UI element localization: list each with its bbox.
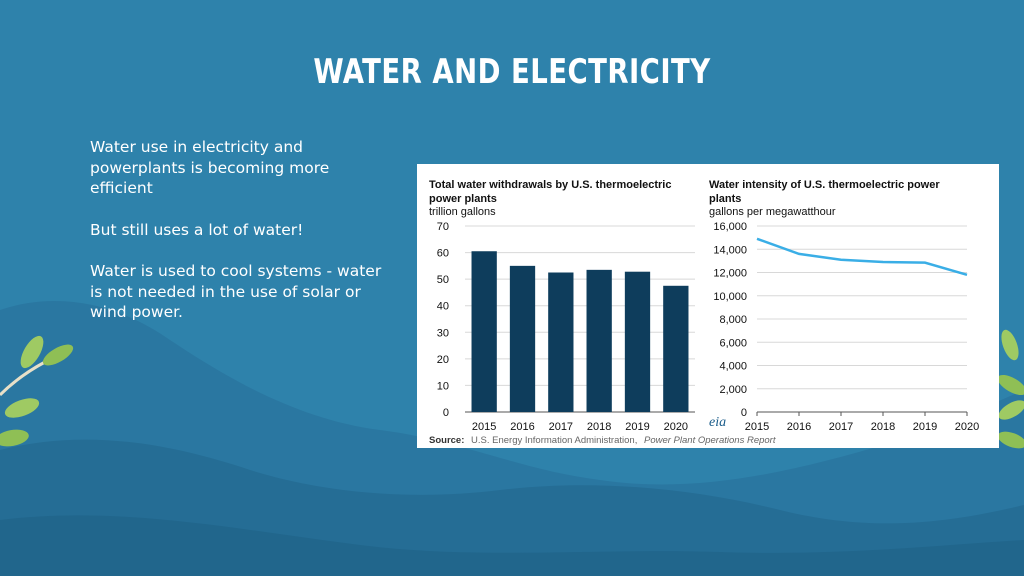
bar-2020 xyxy=(663,285,689,412)
line-y-tick-label: 10,000 xyxy=(713,291,747,303)
bar-2015 xyxy=(471,251,497,412)
line-chart-y-ticks: 0 2,000 4,000 6,000 8,000 10,000 12,000 14,000 1… xyxy=(713,221,747,419)
line-x-tick-label: 2019 xyxy=(913,421,937,433)
bar-y-tick-label: 70 xyxy=(437,221,449,233)
bar-y-tick-label: 10 xyxy=(437,380,449,392)
line-y-tick-label: 8,000 xyxy=(719,314,747,326)
bar-y-tick-label: 0 xyxy=(443,407,449,419)
source-label: Source: xyxy=(429,435,464,446)
paragraph-cooling: Water is used to cool systems - water is… xyxy=(90,262,382,321)
slide-title: WATER AND ELECTRICITY xyxy=(313,52,711,92)
line-chart-grid xyxy=(757,225,967,413)
wave-front xyxy=(0,515,1024,576)
bar-y-tick-label: 40 xyxy=(437,301,449,313)
bar-x-tick-label: 2015 xyxy=(472,421,496,433)
line-chart-units: gallons per megawatthour xyxy=(709,206,836,218)
bar-2016 xyxy=(509,265,536,412)
line-chart-title-line1: Water intensity of U.S. thermoelectric p… xyxy=(709,179,940,191)
bar-chart-y-ticks: 0 10 20 30 40 50 60 70 xyxy=(437,221,449,419)
line-y-tick-label: 0 xyxy=(741,407,747,419)
right-leaf-branch xyxy=(997,329,1024,449)
line-x-tick-label: 2020 xyxy=(955,421,979,433)
eia-logo: eia xyxy=(709,415,726,430)
paragraph-still-uses: But still uses a lot of water! xyxy=(90,220,304,239)
bar-y-tick-label: 50 xyxy=(437,274,449,286)
left-leaf-branch xyxy=(0,335,74,447)
bar-chart-bars xyxy=(471,251,689,412)
line-y-tick-label: 14,000 xyxy=(713,244,747,256)
bar-x-tick-label: 2019 xyxy=(625,421,649,433)
bar-chart-x-ticks: 2015 2016 2017 2018 2019 2020 xyxy=(472,421,688,433)
source-report: Power Plant Operations Report xyxy=(644,435,776,446)
line-chart-points xyxy=(756,238,968,275)
bar-chart-title-line2: power plants xyxy=(429,193,497,205)
line-x-tick-label: 2017 xyxy=(829,421,853,433)
bar-x-tick-label: 2020 xyxy=(664,421,688,433)
bar-2017 xyxy=(548,272,574,412)
line-x-tick-label: 2016 xyxy=(787,421,811,433)
bar-chart-title-line1: Total water withdrawals by U.S. thermoel… xyxy=(429,179,671,191)
line-x-tick-label: 2015 xyxy=(745,421,769,433)
bar-2019 xyxy=(624,271,651,412)
line-y-tick-label: 6,000 xyxy=(719,337,747,349)
bar-2018 xyxy=(586,269,612,412)
line-chart-series-line xyxy=(756,237,968,277)
bar-chart-grid xyxy=(465,225,695,413)
line-x-tick-label: 2018 xyxy=(871,421,895,433)
line-y-tick-label: 2,000 xyxy=(719,384,747,396)
source-text: U.S. Energy Information Administration, xyxy=(471,435,637,446)
bar-x-tick-label: 2017 xyxy=(549,421,573,433)
paragraph-efficiency: Water use in electricity and powerplants… xyxy=(90,138,330,197)
line-y-tick-label: 4,000 xyxy=(719,361,747,373)
line-chart-title-line2: plants xyxy=(709,193,741,205)
bar-x-tick-label: 2016 xyxy=(510,421,534,433)
body-text: Water use in electricity and powerplants… xyxy=(90,137,390,344)
bar-chart-units: trillion gallons xyxy=(429,206,496,218)
bar-y-tick-label: 20 xyxy=(437,354,449,366)
line-y-tick-label: 16,000 xyxy=(713,221,747,233)
line-y-tick-label: 12,000 xyxy=(713,268,747,280)
chart-panel: Total water withdrawals by U.S. thermoel… xyxy=(417,164,999,448)
bar-y-tick-label: 30 xyxy=(437,327,449,339)
bar-y-tick-label: 60 xyxy=(437,248,449,260)
source-line: Source: U.S. Energy Information Administ… xyxy=(429,435,776,446)
charts-svg: Total water withdrawals by U.S. thermoel… xyxy=(429,179,979,446)
line-chart-x-ticks: 2015 2016 2017 2018 2019 2020 xyxy=(745,412,979,433)
bar-x-tick-label: 2018 xyxy=(587,421,611,433)
